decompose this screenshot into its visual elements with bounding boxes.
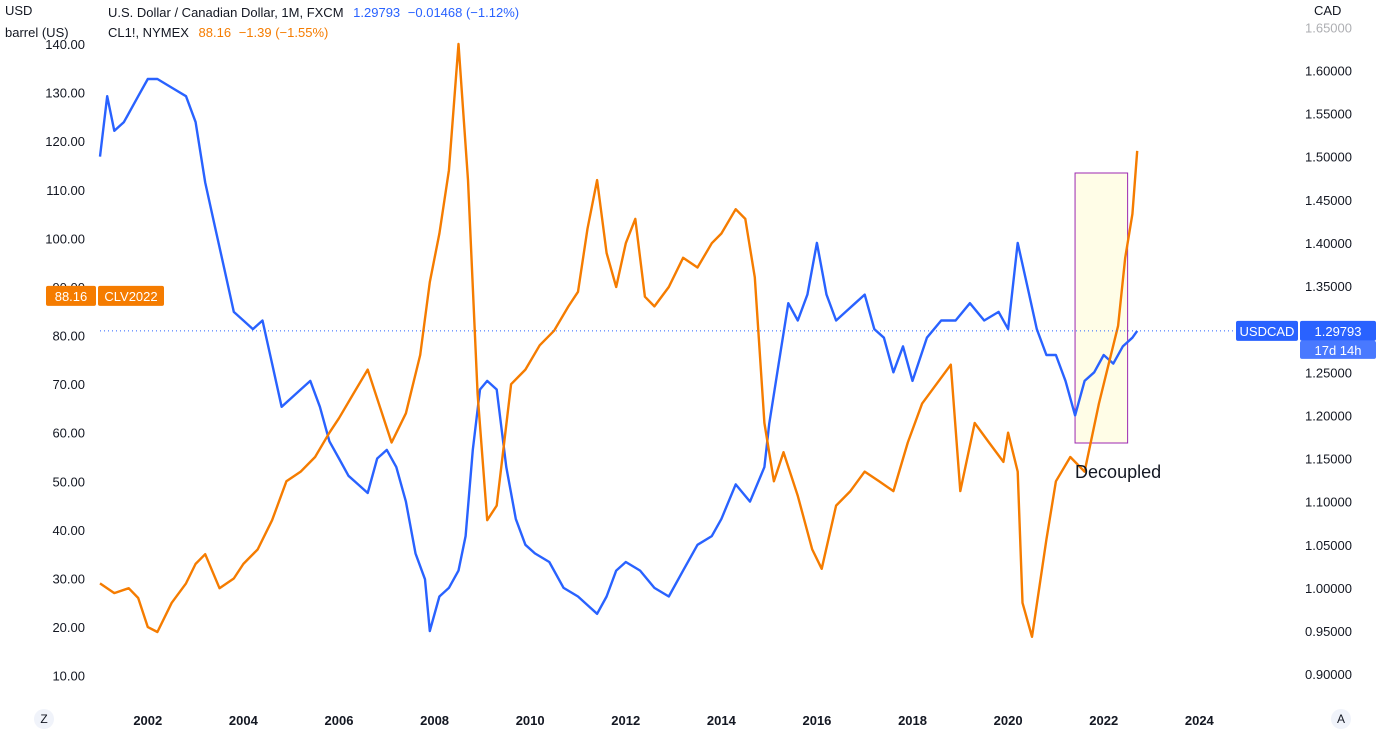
left-tick-label: 30.00	[52, 572, 85, 587]
usdcad-price-tag	[1300, 320, 1376, 341]
time-tick-label: 2004	[229, 713, 259, 728]
left-tick-label: 60.00	[52, 426, 85, 441]
series-lines	[98, 42, 1236, 638]
crude-legend-change: −1.39 (−1.55%)	[238, 25, 329, 40]
right-tick-label: 1.50000	[1305, 150, 1352, 165]
right-tick-label: 0.95000	[1305, 624, 1352, 639]
usdcad-countdown-tag-text: 17d 14h	[1315, 343, 1362, 358]
crude-legend-value: 88.16	[198, 25, 232, 40]
left-tick-label: 10.00	[52, 669, 85, 684]
left-tick-label: 110.00	[46, 183, 85, 198]
right-tick-label: 1.15000	[1305, 452, 1352, 467]
decoupled-annotation: Decoupled	[1075, 462, 1161, 482]
time-tick-label: 2016	[802, 713, 831, 728]
auto-scale-left-button[interactable]: Z	[34, 709, 54, 729]
right-tick-label: 1.25000	[1305, 365, 1352, 380]
crude-price-tag-text: 88.16	[55, 289, 88, 304]
right-tick-label: 1.60000	[1305, 63, 1352, 78]
left-tick-label: 120.00	[45, 134, 85, 149]
usdcad-legend-title: U.S. Dollar / Canadian Dollar, 1M, FXCM	[108, 5, 344, 20]
time-tick-label: 2020	[994, 713, 1023, 728]
crude-contract-tag	[98, 285, 164, 306]
left-tick-label: 100.00	[45, 231, 85, 246]
right-tick-label: 1.00000	[1305, 581, 1352, 596]
usdcad-countdown-tag	[1300, 340, 1376, 359]
price-tags: 88.16 CLV2022 USDCAD 1.29793 17d 14h	[46, 285, 1376, 359]
right-tick-label: 1.45000	[1305, 193, 1352, 208]
crude-contract-tag-text: CLV2022	[104, 289, 157, 304]
usdcad-series-line	[98, 77, 1139, 633]
time-tick-label: 2010	[516, 713, 545, 728]
crude-legend[interactable]: CL1!, NYMEX 88.16 −1.39 (−1.55%)	[108, 25, 328, 40]
auto-scale-right-button[interactable]: A	[1331, 709, 1351, 729]
time-tick-label: 2022	[1089, 713, 1118, 728]
left-unit-top: USD	[5, 3, 33, 18]
crude-legend-title: CL1!, NYMEX	[108, 25, 189, 40]
right-tick-label: 0.90000	[1305, 667, 1352, 682]
crude-price-tag	[46, 285, 96, 306]
left-unit-bottom: barrel (US)	[5, 25, 69, 40]
usdcad-symbol-tag	[1236, 320, 1298, 341]
crude-series-line	[99, 42, 1139, 638]
right-tick-label: 1.10000	[1305, 495, 1352, 510]
left-tick-label: 130.00	[45, 86, 85, 101]
right-unit: CAD	[1314, 3, 1342, 18]
left-tick-label: 140.00	[45, 37, 85, 52]
left-tick-label: 40.00	[52, 523, 85, 538]
time-tick-label: 2008	[420, 713, 449, 728]
usdcad-legend[interactable]: U.S. Dollar / Canadian Dollar, 1M, FXCM …	[108, 5, 519, 20]
usdcad-price-tag-text: 1.29793	[1315, 324, 1362, 339]
time-axis-ticks: 2002 2004 2006 2008 2010 2012 2014 2016 2018 2020…	[133, 713, 1214, 728]
time-tick-label: 2024	[1185, 713, 1215, 728]
right-tick-label: 1.20000	[1305, 408, 1352, 423]
left-tick-label: 50.00	[52, 474, 85, 489]
right-tick-label: 1.55000	[1305, 107, 1352, 122]
right-tick-label: 1.40000	[1305, 236, 1352, 251]
usdcad-legend-change: −0.01468 (−1.12%)	[407, 5, 520, 20]
right-tick-label-partial: 1.65000	[1305, 20, 1352, 35]
time-tick-label: 2002	[133, 713, 162, 728]
right-tick-label: 1.35000	[1305, 279, 1352, 294]
left-tick-label: 20.00	[52, 620, 85, 635]
usdcad-symbol-tag-text: USDCAD	[1240, 324, 1295, 339]
time-tick-label: 2014	[707, 713, 737, 728]
left-axis-ticks: 140.00130.00120.00110.00100.0090.0080.00…	[45, 37, 85, 684]
left-tick-label: 80.00	[52, 329, 85, 344]
time-tick-label: 2006	[325, 713, 354, 728]
time-tick-label: 2012	[611, 713, 640, 728]
right-axis-ticks: 1.60000 1.55000 1.50000 1.45000 1.40000 1.350…	[1305, 20, 1352, 682]
left-tick-label: 70.00	[52, 377, 85, 392]
right-tick-label: 1.05000	[1305, 538, 1352, 553]
usdcad-legend-value: 1.29793	[353, 5, 401, 20]
time-tick-label: 2018	[898, 713, 927, 728]
